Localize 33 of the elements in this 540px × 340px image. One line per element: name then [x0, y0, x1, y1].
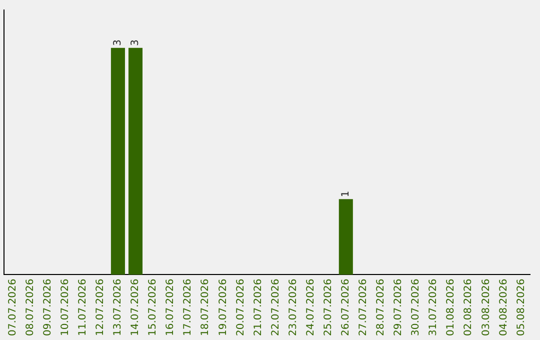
x-tick-label: 24.07.2026: [305, 278, 316, 336]
data-label: 1: [340, 190, 352, 198]
x-tick-label: 02.08.2026: [463, 278, 474, 336]
x-tick-label: 13.07.2026: [112, 278, 124, 336]
x-tick-label: 16.07.2026: [165, 278, 176, 336]
x-tick-label: 12.07.2026: [95, 278, 106, 336]
x-tick-label: 14.07.2026: [130, 278, 142, 336]
x-tick-label: 10.07.2026: [60, 278, 71, 336]
x-tick-label: 27.07.2026: [358, 278, 370, 336]
x-tick-label: 28.07.2026: [376, 278, 387, 336]
x-tick-label: 25.07.2026: [322, 278, 334, 336]
x-tick-label: 05.08.2026: [516, 278, 527, 336]
data-label: 3: [130, 39, 142, 46]
data-label: 3: [112, 39, 124, 46]
x-tick-label: 19.07.2026: [218, 278, 229, 336]
x-tick-label: 18.07.2026: [200, 278, 212, 336]
x-tick-label: 04.08.2026: [498, 278, 510, 336]
x-tick-label: 30.07.2026: [410, 278, 422, 336]
x-tick-label: 21.07.2026: [252, 278, 264, 336]
x-tick-label: 01.08.2026: [446, 278, 457, 336]
x-tick-label: 31.07.2026: [428, 278, 440, 336]
x-tick-label: 26.07.2026: [340, 278, 352, 336]
x-tick-label: 29.07.2026: [393, 278, 404, 336]
x-tick-label: 20.07.2026: [235, 278, 246, 336]
x-tick-label: 07.07.2026: [7, 278, 18, 336]
x-tick-label: 17.07.2026: [182, 278, 194, 336]
x-tick-label: 23.07.2026: [288, 278, 299, 336]
x-tick-label: 22.07.2026: [270, 278, 282, 336]
x-tick-label: 03.08.2026: [480, 278, 492, 336]
x-tick-label: 08.07.2026: [24, 278, 36, 336]
x-tick-label: 15.07.2026: [148, 278, 159, 336]
x-tick-label: 09.07.2026: [42, 278, 54, 336]
x-tick-label: 11.07.2026: [77, 278, 88, 336]
